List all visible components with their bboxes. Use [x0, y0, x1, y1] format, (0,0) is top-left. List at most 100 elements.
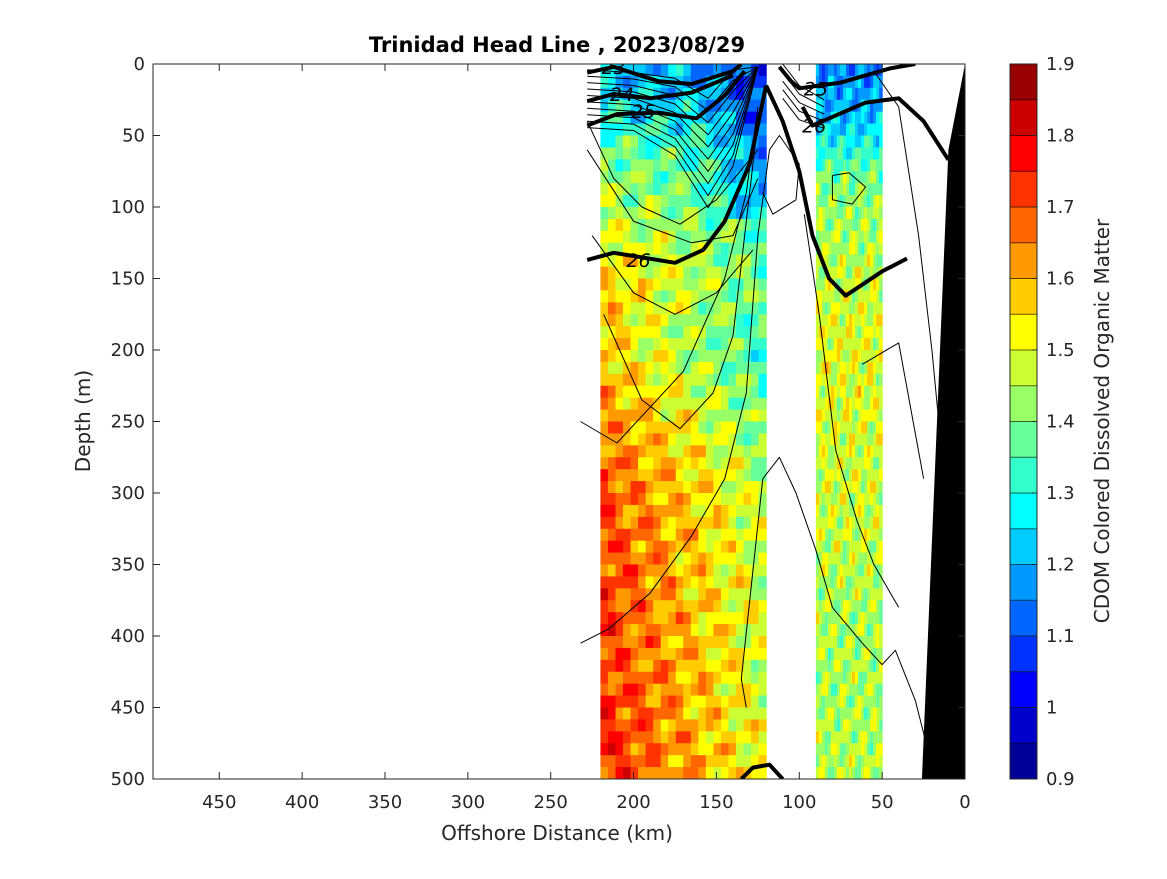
heat-cell — [645, 755, 654, 768]
heat-cell — [705, 719, 715, 732]
heat-cell — [815, 731, 820, 744]
heat-cell — [876, 147, 880, 160]
heat-cell — [668, 707, 677, 721]
heat-cell — [623, 612, 632, 625]
heat-cell — [758, 409, 767, 423]
heat-cell — [713, 242, 722, 256]
heat-cell — [607, 564, 617, 578]
heat-cell — [698, 147, 707, 160]
heat-cell — [833, 671, 838, 685]
heat-cell — [836, 242, 841, 256]
heat-cell — [824, 159, 829, 172]
heat-cell — [830, 552, 835, 566]
heat-cell — [736, 636, 745, 649]
heat-cell — [827, 481, 832, 494]
heat-cell — [855, 516, 859, 530]
heat-cell — [638, 350, 647, 363]
heat-cell — [683, 373, 692, 387]
heat-cell — [705, 111, 715, 125]
heat-cell — [833, 528, 838, 542]
heat-cell — [845, 302, 850, 315]
heat-cell — [842, 576, 847, 589]
heat-cell — [839, 385, 844, 399]
heat-cell — [600, 564, 609, 578]
heat-cell — [607, 540, 617, 554]
heat-cell — [849, 481, 853, 494]
heat-cell — [858, 361, 862, 375]
heat-cell — [645, 183, 654, 196]
heat-cell — [638, 361, 647, 375]
heat-cell — [607, 218, 617, 232]
heat-cell — [839, 147, 844, 160]
heat-cell — [818, 719, 823, 732]
heat-cell — [720, 493, 730, 506]
heat-cell — [607, 493, 617, 506]
heat-cell — [615, 540, 624, 554]
heat-cell — [839, 671, 844, 685]
heat-cell — [867, 314, 871, 327]
heat-cell — [818, 671, 823, 685]
heat-cell — [870, 659, 874, 673]
heat-cell — [833, 123, 838, 137]
heat-cell — [867, 218, 871, 232]
heat-cell — [743, 397, 752, 411]
heat-cell — [876, 755, 880, 768]
heat-cell — [705, 624, 715, 637]
heat-cell — [607, 302, 617, 315]
heat-cell — [827, 171, 832, 184]
heat-cell — [751, 647, 760, 661]
heat-cell — [675, 707, 684, 721]
heat-cell — [698, 671, 707, 685]
heat-cell — [830, 564, 835, 578]
heat-cell — [827, 433, 832, 446]
heat-cell — [615, 755, 624, 768]
heat-cell — [827, 695, 832, 709]
heat-cell — [653, 171, 662, 184]
heat-cell — [839, 326, 844, 339]
heat-cell — [836, 552, 841, 566]
heat-cell — [839, 504, 844, 518]
heat-cell — [668, 624, 677, 637]
heat-cell — [842, 195, 847, 208]
heat-cell — [861, 767, 865, 779]
heat-cell — [645, 576, 654, 589]
heat-cell — [845, 159, 850, 172]
heat-cell — [876, 111, 880, 125]
heat-cell — [615, 278, 624, 292]
heat-cell — [683, 695, 692, 709]
colorbar-band — [1010, 99, 1037, 136]
heat-cell — [653, 278, 662, 292]
heat-cell — [600, 350, 609, 363]
heat-cell — [607, 481, 617, 494]
heat-cell — [855, 278, 859, 292]
heat-cell — [824, 397, 829, 411]
heat-cell — [713, 350, 722, 363]
heat-cell — [713, 171, 722, 184]
heat-cell — [815, 135, 820, 149]
heat-cell — [675, 636, 684, 649]
heat-cell — [668, 719, 677, 732]
heat-cell — [653, 433, 662, 446]
heat-cell — [720, 516, 730, 530]
heat-cell — [751, 588, 760, 601]
heat-cell — [842, 719, 847, 732]
heat-cell — [607, 171, 617, 184]
heat-cell — [821, 564, 826, 578]
heat-cell — [736, 552, 745, 566]
heat-cell — [827, 659, 832, 673]
heat-cell — [645, 469, 654, 482]
x-tick-label: 100 — [782, 792, 816, 813]
heat-cell — [630, 135, 639, 149]
heat-cell — [870, 600, 874, 613]
heat-cell — [623, 75, 632, 89]
heat-cell — [645, 314, 654, 327]
heat-cell — [864, 409, 868, 423]
heat-cell — [713, 433, 722, 446]
heat-cell — [645, 397, 654, 411]
heat-cell — [845, 552, 850, 566]
heat-cell — [821, 421, 826, 435]
heat-cell — [852, 493, 856, 506]
heat-cell — [600, 683, 609, 697]
y-tick-label: 0 — [134, 54, 145, 75]
heat-cell — [824, 171, 829, 184]
